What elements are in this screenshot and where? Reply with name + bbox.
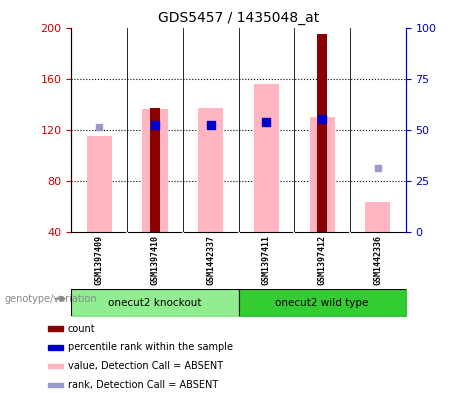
Bar [48, 345, 63, 350]
Bar [48, 326, 63, 331]
Text: GSM1397410: GSM1397410 [150, 235, 160, 285]
Text: genotype/variation: genotype/variation [5, 294, 97, 304]
Bar [48, 364, 63, 369]
Bar [310, 117, 335, 232]
Bar [48, 383, 63, 387]
Text: count: count [68, 323, 95, 334]
Point [95, 124, 103, 130]
Bar [150, 108, 160, 232]
Bar [254, 84, 279, 232]
Bar [142, 109, 167, 232]
Text: onecut2 knockout: onecut2 knockout [108, 298, 202, 308]
Text: GSM1442337: GSM1442337 [206, 235, 215, 285]
Text: GSM1397411: GSM1397411 [262, 235, 271, 285]
Point [207, 121, 214, 128]
Bar [198, 108, 223, 232]
Text: GSM1397412: GSM1397412 [318, 235, 327, 285]
Title: GDS5457 / 1435048_at: GDS5457 / 1435048_at [158, 11, 319, 25]
Text: value, Detection Call = ABSENT: value, Detection Call = ABSENT [68, 361, 223, 371]
Bar [317, 34, 327, 232]
Point [151, 121, 159, 128]
Text: onecut2 wild type: onecut2 wild type [275, 298, 369, 308]
Point [319, 116, 326, 123]
Text: rank, Detection Call = ABSENT: rank, Detection Call = ABSENT [68, 380, 218, 390]
Text: GSM1442336: GSM1442336 [373, 235, 382, 285]
Bar [365, 202, 390, 232]
Text: GSM1397409: GSM1397409 [95, 235, 104, 285]
Text: percentile rank within the sample: percentile rank within the sample [68, 342, 233, 353]
Point [263, 119, 270, 125]
Bar [87, 136, 112, 232]
Point [374, 165, 382, 171]
